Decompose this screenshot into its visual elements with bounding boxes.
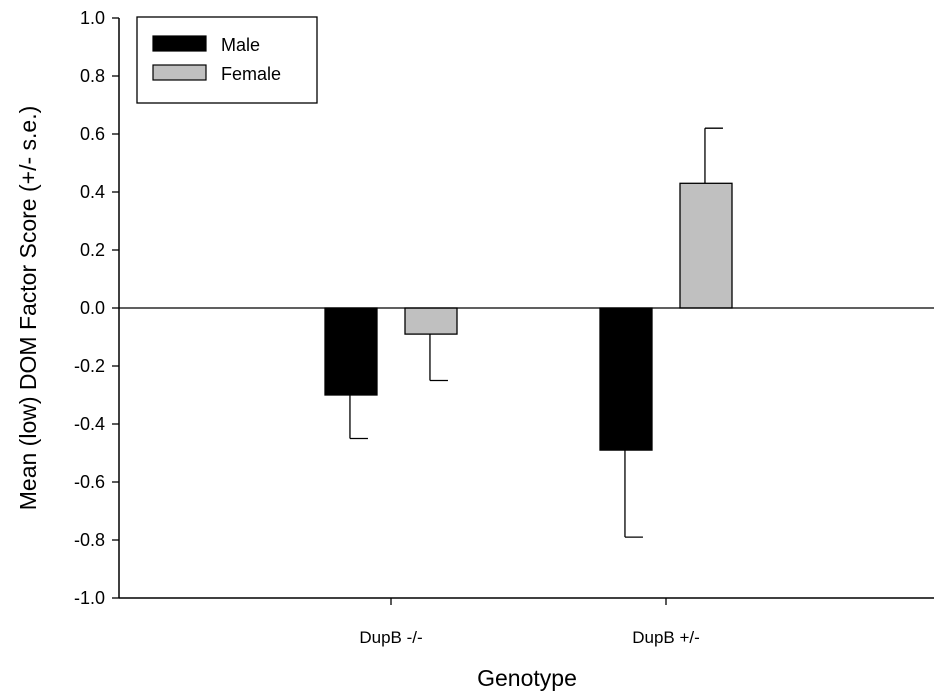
legend-swatch-female [152,64,207,81]
y-tick-label: 0.6 [80,124,105,144]
legend: Male Female [136,16,318,104]
bar-male-2 [599,307,653,451]
y-tick-label: -0.2 [74,356,105,376]
legend-swatch-male [152,35,207,52]
y-tick-label: 1.0 [80,8,105,28]
legend-label-female: Female [221,64,281,84]
y-tick-label: 0.2 [80,240,105,260]
x-tick-label: DupB -/- [359,628,422,647]
axes: -1.0 -0.8 -0.6 -0.4 -0.2 0.0 0.2 0.4 0.6 0.8 1.0 Du… [74,8,934,647]
plot-area [324,127,733,538]
bar-male-1 [324,307,378,396]
y-tick-label: -0.6 [74,472,105,492]
x-axis-title: Genotype [477,665,577,691]
bar-female-1 [404,307,458,335]
y-axis-title: Mean (low) DOM Factor Score (+/- s.e.) [15,106,41,511]
y-tick-label: -0.8 [74,530,105,550]
y-tick-label: -1.0 [74,588,105,608]
y-tick-label: 0.0 [80,298,105,318]
legend-label-male: Male [221,35,260,55]
x-tick-label: DupB +/- [632,628,700,647]
legend-box [136,16,318,104]
bar-female-2 [679,182,733,309]
y-tick-label: 0.8 [80,66,105,86]
y-tick-label: -0.4 [74,414,105,434]
y-tick-label: 0.4 [80,182,105,202]
